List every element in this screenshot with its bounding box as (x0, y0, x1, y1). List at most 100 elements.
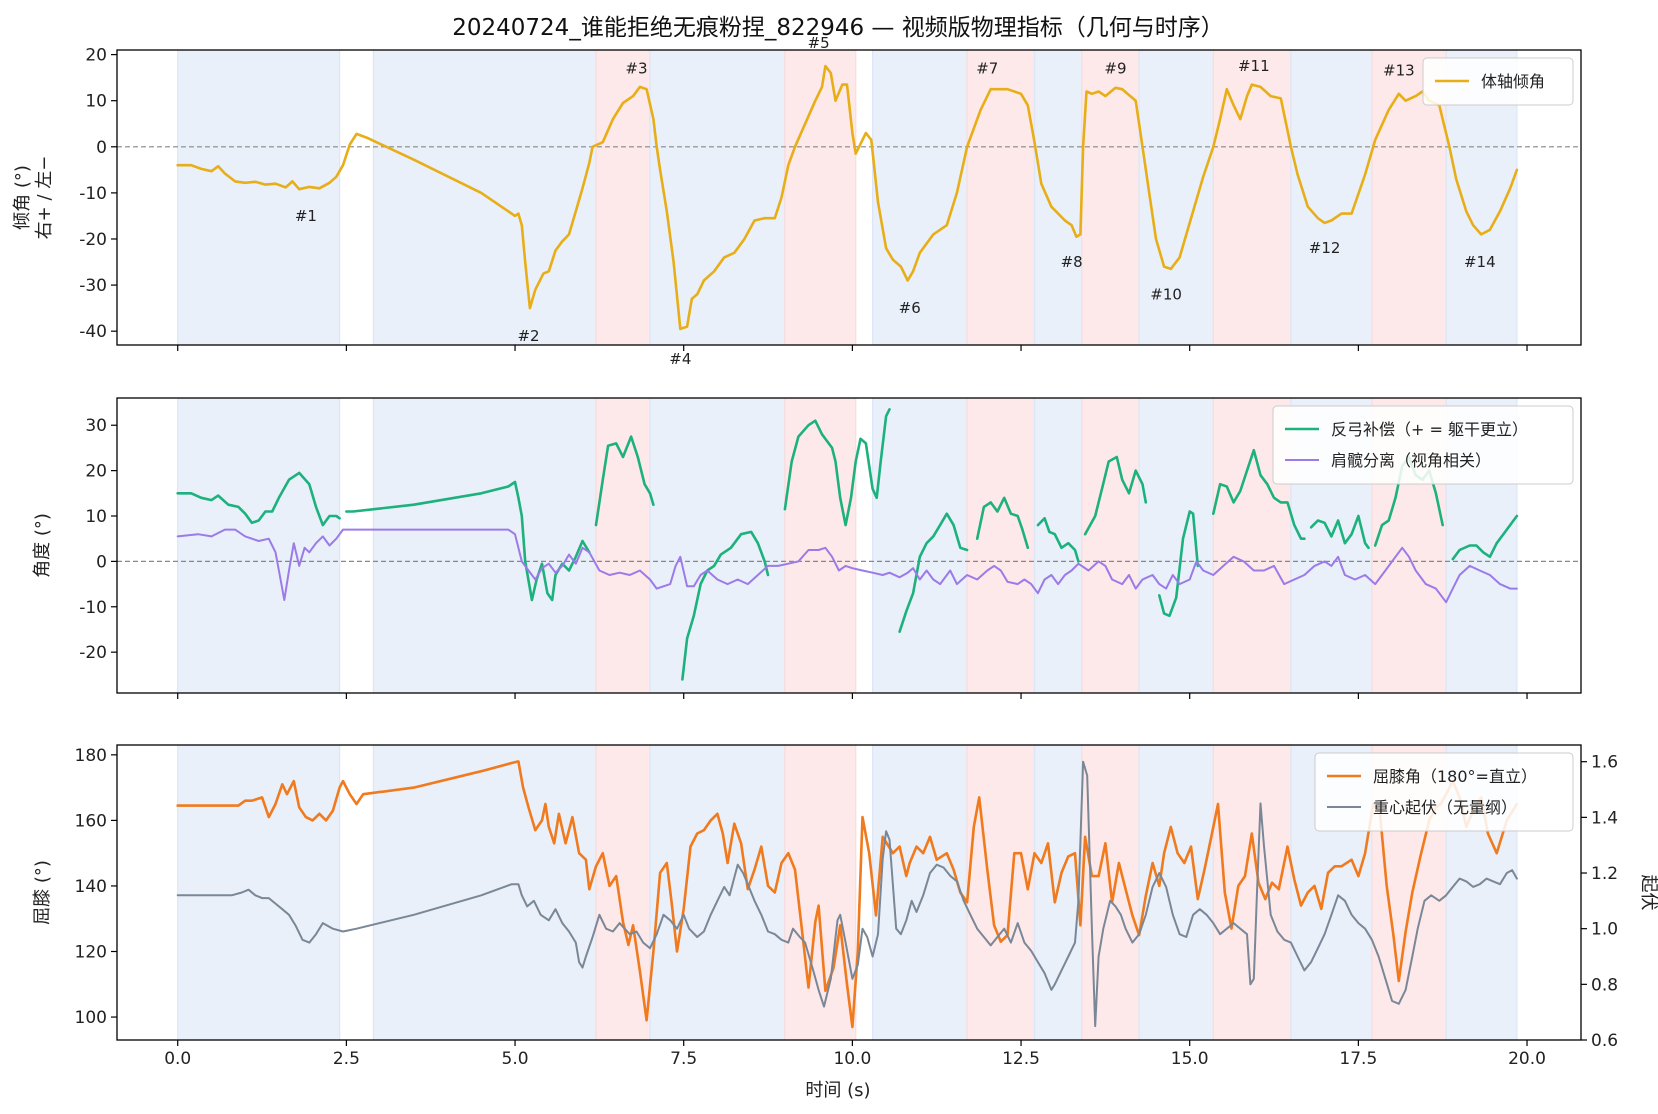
peak-annotation: #10 (1150, 285, 1182, 303)
y-tick-label: 30 (85, 416, 107, 436)
legend-box (1422, 57, 1574, 106)
y-axis-title: 角度 (°) (32, 513, 53, 578)
y-tick-label: -20 (79, 643, 107, 663)
x-tick-label: 15.0 (1171, 1049, 1209, 1069)
peak-annotation: #2 (517, 327, 539, 345)
phase-band (177, 398, 340, 693)
phase-band (1139, 398, 1214, 693)
panel-2: 30 20 10 0 -10 -20 角度 (°) 反弓补偿（+ = 躯干更立） 肩髋分离（视角… (32, 397, 1582, 699)
x-axis-title: 时间 (s) (805, 1080, 870, 1101)
series-line-1 (176, 64, 1519, 331)
y-tick-label-right: 1.4 (1591, 808, 1618, 828)
y-tick-label-right: 1.2 (1591, 864, 1618, 884)
legend-entry: 体轴倾角 (1481, 72, 1545, 91)
y-tick-label: 20 (85, 46, 107, 66)
series-line-1 (975, 496, 1030, 550)
phase-band (1034, 398, 1082, 693)
phase-band (967, 50, 1035, 345)
phase-band (373, 745, 597, 1040)
phase-band (649, 745, 785, 1040)
phase-band (967, 398, 1035, 693)
series-line-1 (1036, 517, 1080, 563)
peak-annotation: #5 (808, 34, 830, 52)
series-line-1 (345, 480, 591, 602)
y-axis-title: 屈膝 (°) (32, 860, 53, 925)
series-line-1 (176, 760, 1519, 1029)
x-tick-label: 20.0 (1508, 1049, 1546, 1069)
series-line-1 (681, 530, 770, 681)
panel-3: 0.0 2.5 5.0 7.5 10.0 12.5 15.0 17.5 20.0 180 160 14… (32, 744, 1658, 1069)
peak-annotation: #9 (1104, 59, 1126, 77)
y-tick-label-right: 1.0 (1591, 920, 1618, 940)
y-tick-label: 140 (75, 877, 107, 897)
y-axis-title-right: 起伏 (1638, 875, 1658, 911)
y-tick-label-right: 0.6 (1591, 1031, 1618, 1051)
panel-1: #1 #2 #3 #4 #5 #6 #7 #8 #9 #10 #11 #12 #13 #14 20 10 0 -1… (12, 34, 1582, 368)
y-tick-label: 100 (75, 1008, 107, 1028)
legend: 屈膝角（180°=直立） 重心起伏（无量纲） (1314, 752, 1574, 832)
phase-band (649, 398, 785, 693)
x-tick-label: 17.5 (1339, 1049, 1377, 1069)
phase-band (1034, 50, 1082, 345)
x-tick-label: 0.0 (164, 1049, 191, 1069)
plot-frame (116, 397, 1582, 694)
legend-entry: 肩髋分离（视角相关） (1331, 451, 1491, 470)
series-line-1 (176, 471, 341, 527)
y-tick-label: -20 (79, 230, 107, 250)
y-tick-label: 160 (75, 811, 107, 831)
y-tick-label: 10 (85, 507, 107, 527)
peak-annotation: #7 (976, 59, 998, 77)
phase-band (1139, 50, 1214, 345)
legend-entry: 屈膝角（180°=直立） (1373, 767, 1537, 786)
plot-frame (116, 744, 1582, 1041)
phase-band (649, 50, 785, 345)
y-tick-label: -10 (79, 598, 107, 618)
peak-annotation: #14 (1464, 253, 1496, 271)
chart-title: 20240724_谁能拒绝无痕粉捏_822946 — 视频版物理指标（几何与时序… (452, 15, 1224, 41)
series-line-1 (783, 408, 891, 527)
phase-band (596, 50, 650, 345)
legend-entry: 反弓补偿（+ = 躯干更立） (1331, 420, 1528, 439)
peak-annotation: #8 (1061, 253, 1083, 271)
plot-frame (116, 49, 1582, 346)
series-line-1 (1158, 510, 1200, 618)
x-tick-label: 5.0 (502, 1049, 529, 1069)
phase-band (373, 50, 597, 345)
y-tick-label: 180 (75, 746, 107, 766)
y-axis-title: 右+ / 左− (34, 156, 55, 240)
legend-box (1314, 752, 1574, 832)
phase-band (177, 745, 340, 1040)
phase-band (373, 398, 597, 693)
y-tick-label-right: 1.6 (1591, 753, 1618, 773)
y-tick-label-right: 0.8 (1591, 975, 1618, 995)
phase-band (1213, 745, 1291, 1040)
x-tick-label: 2.5 (333, 1049, 360, 1069)
x-tick-label: 12.5 (1002, 1049, 1040, 1069)
y-tick-label: 0 (96, 552, 107, 572)
peak-annotation: #6 (899, 299, 921, 317)
y-tick-label: 0 (96, 138, 107, 158)
peak-annotation: #11 (1238, 57, 1270, 75)
peak-annotation: #4 (669, 350, 691, 368)
series-line-1 (1212, 448, 1306, 540)
y-tick-label: 20 (85, 462, 107, 482)
peak-annotation: #3 (625, 59, 647, 77)
phase-band (1081, 398, 1140, 693)
x-tick-label: 10.0 (833, 1049, 871, 1069)
legend: 反弓补偿（+ = 躯干更立） 肩髋分离（视角相关） (1272, 405, 1574, 485)
y-tick-label: -10 (79, 184, 107, 204)
phase-band (967, 745, 1035, 1040)
phase-band (872, 398, 968, 693)
series-line-1 (1083, 455, 1148, 536)
peak-annotation: #1 (295, 207, 317, 225)
phase-band (872, 50, 968, 345)
series-line-2 (176, 760, 1518, 1028)
y-axis-title: 倾角 (°) (12, 165, 33, 230)
phase-band (1290, 50, 1372, 345)
series-line-1 (898, 512, 969, 633)
phase-band (596, 745, 650, 1040)
peak-annotation: #13 (1383, 62, 1415, 80)
y-tick-label: 120 (75, 943, 107, 963)
phase-band (1081, 50, 1140, 345)
